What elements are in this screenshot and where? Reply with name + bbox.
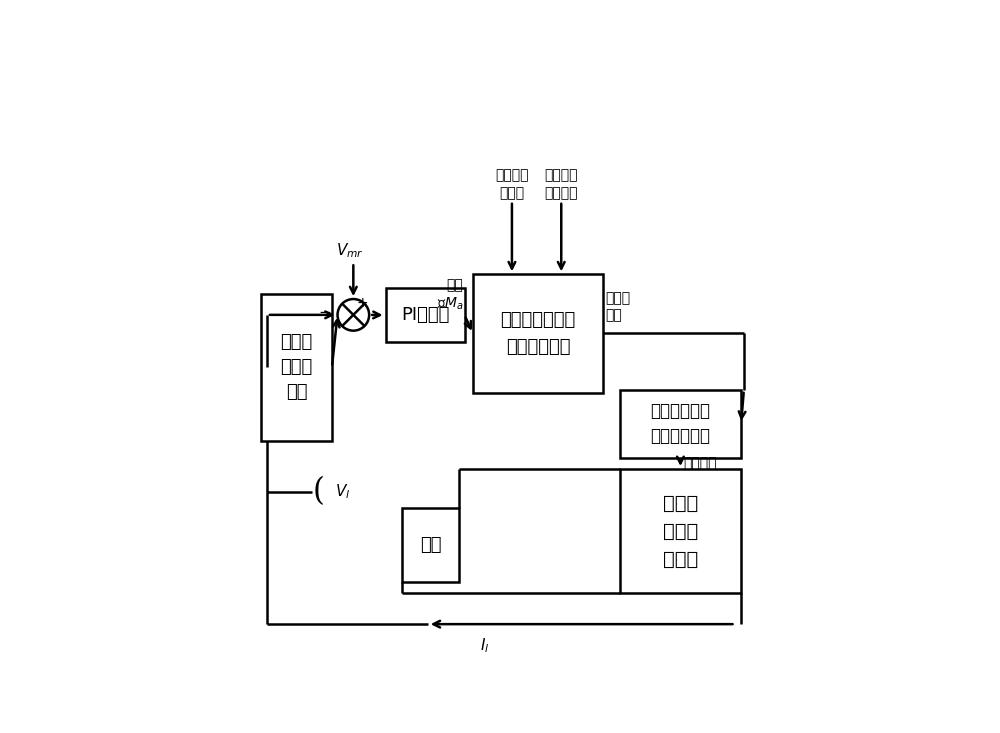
- Text: 多目标自适应极
值优化求解器: 多目标自适应极 值优化求解器: [500, 312, 576, 356]
- FancyBboxPatch shape: [620, 469, 741, 593]
- Text: 快速傅
氏变换
模块: 快速傅 氏变换 模块: [280, 334, 313, 402]
- Circle shape: [338, 299, 369, 331]
- Text: 特定谐波抑制
脉宽调制模块: 特定谐波抑制 脉宽调制模块: [650, 402, 710, 445]
- FancyBboxPatch shape: [402, 509, 459, 582]
- FancyBboxPatch shape: [261, 294, 332, 441]
- Text: PI控制器: PI控制器: [401, 306, 449, 324]
- FancyBboxPatch shape: [473, 274, 603, 393]
- Text: 最优开
关角: 最优开 关角: [606, 291, 631, 323]
- Text: 优化参数
设定值: 优化参数 设定值: [495, 169, 529, 199]
- FancyBboxPatch shape: [620, 390, 741, 457]
- Text: 模块化
多电平
变换器: 模块化 多电平 变换器: [663, 493, 698, 569]
- Text: $V_{mr}$: $V_{mr}$: [336, 241, 364, 259]
- Text: $I_l$: $I_l$: [480, 636, 489, 655]
- Text: 脉冲序列: 脉冲序列: [683, 457, 717, 471]
- Text: 特定谐波
抑制目标: 特定谐波 抑制目标: [545, 169, 578, 199]
- Text: 调制
比$M_a$: 调制 比$M_a$: [437, 279, 463, 312]
- Text: 负载: 负载: [420, 536, 441, 554]
- Text: (: (: [313, 476, 325, 507]
- Text: $V_l$: $V_l$: [335, 482, 350, 501]
- Text: +: +: [356, 296, 368, 310]
- FancyBboxPatch shape: [386, 288, 465, 342]
- Text: −: −: [318, 304, 331, 320]
